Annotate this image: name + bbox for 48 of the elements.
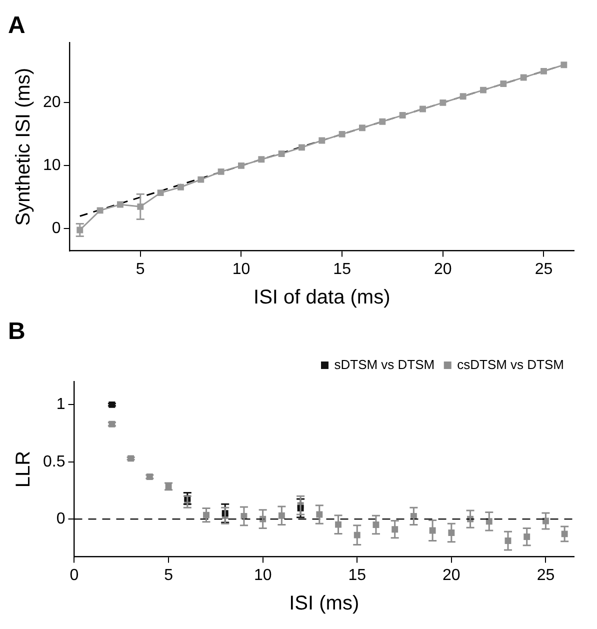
x-tick-label: 10 [232,260,250,278]
chart-title: A [8,12,26,40]
point [198,176,204,183]
legend-label: csDTSM vs DTSM [457,356,564,372]
point [96,207,104,214]
point [116,201,124,208]
x-tick-label: 5 [136,260,145,278]
point [379,118,386,125]
x-tick-label: 20 [434,260,452,278]
y-tick-label: 0 [56,510,66,528]
point [278,150,285,157]
x-axis-title: ISI (ms) [289,592,360,615]
y-tick-label: 1 [56,396,66,414]
y-axis-title: Synthetic ISI (ms) [12,68,35,226]
point [560,62,568,68]
y-tick-label: 0.5 [42,453,66,470]
point [460,93,466,100]
point [500,80,507,87]
x-axis-title: ISI of data (ms) [254,286,390,309]
point [318,137,326,144]
x-tick-label: 10 [254,566,272,584]
point [520,74,527,81]
point [218,168,224,175]
point [177,184,184,190]
chart-title: B [8,318,26,346]
point [440,99,446,106]
y-tick-label: 0 [52,220,61,238]
x-tick-label: 0 [70,566,79,584]
x-tick-label: 15 [333,260,352,278]
x-tick-label: 5 [164,566,174,584]
x-tick-label: 25 [534,260,553,278]
point [480,86,486,94]
point [540,68,547,74]
x-tick-label: 25 [536,566,555,584]
x-tick-label: 15 [348,566,366,584]
legend-label: sDTSM vs DTSM [334,356,435,372]
point [238,162,244,169]
point [157,190,164,196]
point [298,144,305,151]
x-tick-label: 20 [442,566,460,584]
point [359,124,366,132]
point [399,112,406,119]
y-tick-label: 20 [43,94,61,112]
y-axis-title: LLR [12,450,35,488]
point [420,106,426,112]
y-tick-label: 10 [43,157,61,174]
point [338,130,346,138]
point [258,156,265,163]
